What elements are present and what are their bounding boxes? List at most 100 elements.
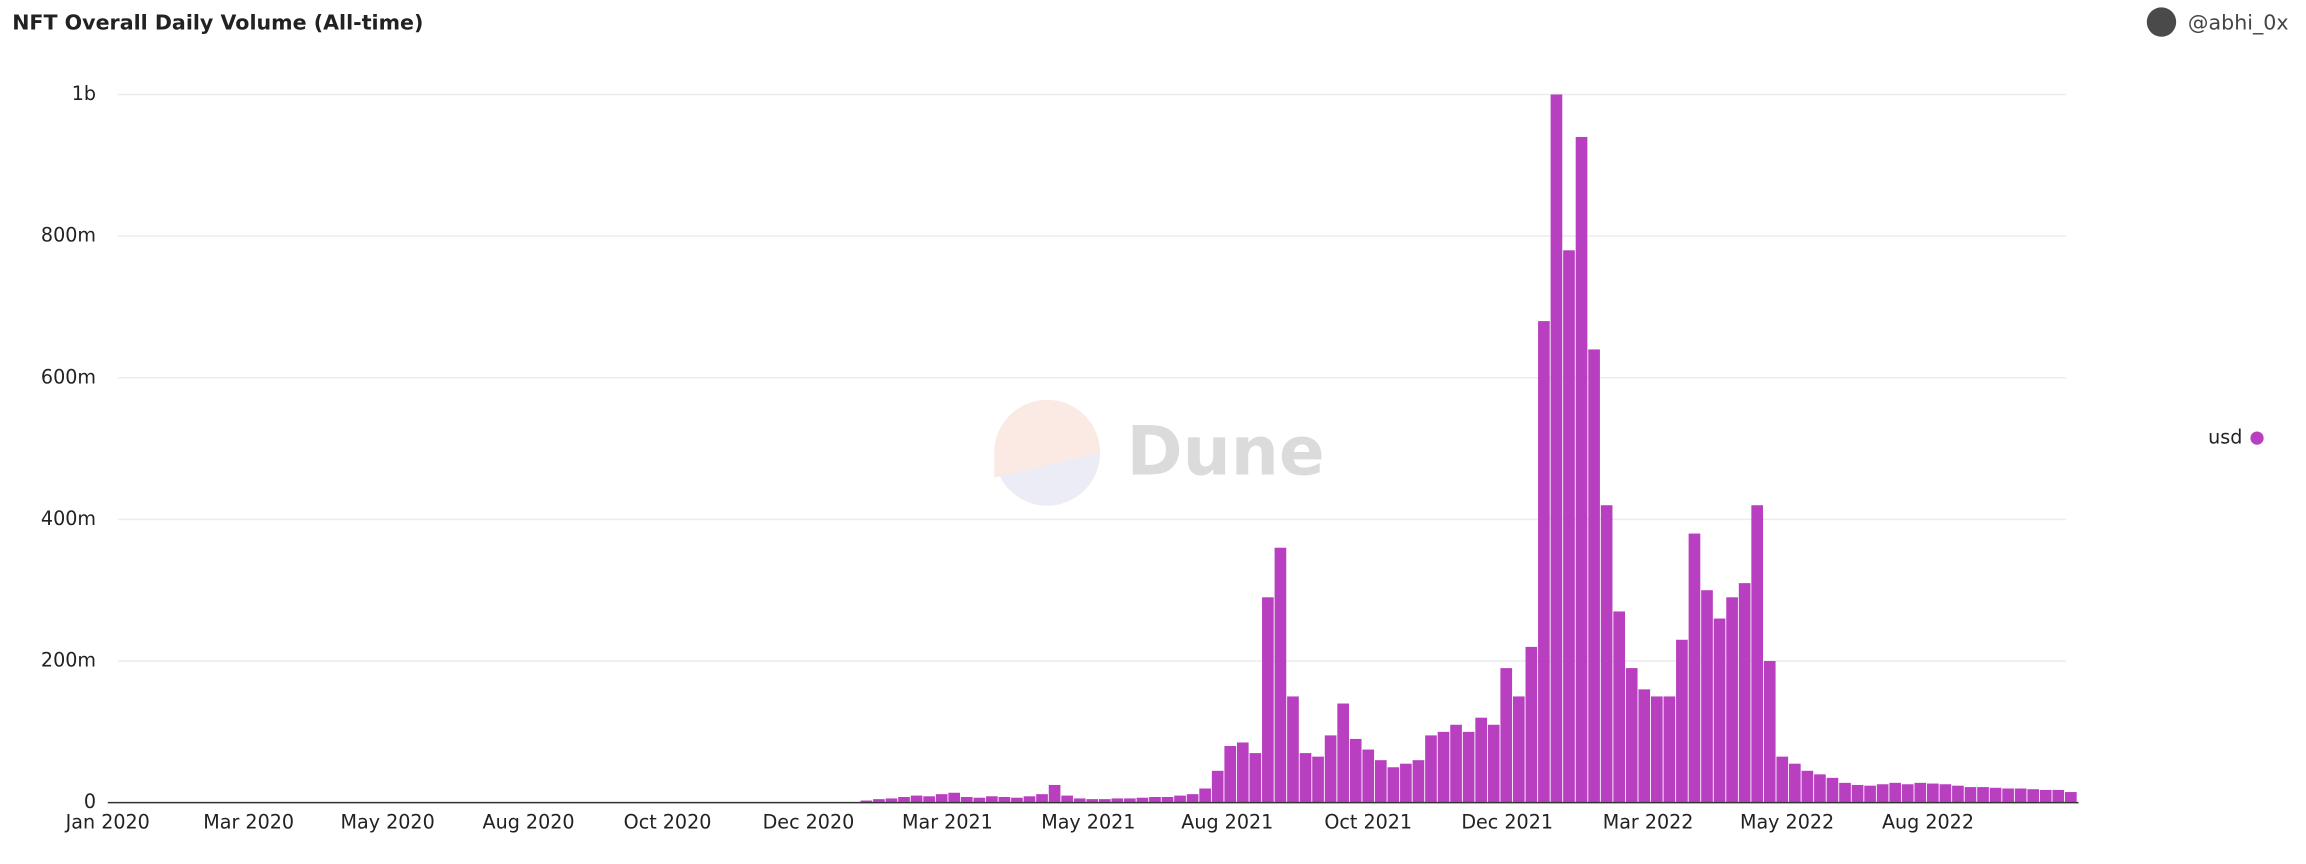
bar (1588, 349, 1600, 803)
avatar (2146, 7, 2177, 37)
bar (873, 799, 885, 803)
bar (1964, 787, 1977, 803)
bar (1287, 696, 1299, 803)
bar (1086, 799, 1099, 803)
bar (1676, 639, 1688, 803)
bar (1726, 597, 1738, 803)
bar (1048, 784, 1061, 803)
bar (1613, 611, 1626, 803)
bar (1575, 136, 1588, 803)
x-tick-label: May 2022 (1740, 811, 1834, 834)
bar (2014, 788, 2027, 803)
x-tick-label: Oct 2021 (1324, 811, 1412, 834)
x-tick-label: Jan 2020 (65, 811, 150, 834)
bar (1939, 784, 1952, 803)
bar (1111, 798, 1124, 803)
bar (1563, 250, 1575, 803)
bar (1400, 763, 1412, 803)
bar (986, 796, 998, 803)
bar (1324, 735, 1337, 803)
bar (1236, 742, 1249, 803)
x-tick-label: Mar 2021 (902, 811, 993, 834)
bar (1989, 787, 2002, 803)
bar (1977, 787, 1989, 803)
bar (998, 797, 1011, 803)
bar (1136, 797, 1149, 803)
bar (1851, 784, 1864, 803)
bar (1462, 731, 1475, 803)
bar (2027, 789, 2040, 803)
bar (1036, 794, 1048, 803)
bar (1525, 646, 1538, 803)
x-tick-label: Dec 2021 (1461, 811, 1553, 834)
bar (1374, 760, 1387, 803)
watermark-text: Dune (1127, 411, 1325, 490)
bar (910, 795, 923, 803)
y-tick-label: 1b (72, 82, 96, 105)
bar (1738, 583, 1751, 803)
bar (1638, 689, 1651, 803)
bar (2065, 792, 2077, 803)
author: @abhi_0x (2188, 11, 2289, 36)
bar (1512, 696, 1525, 803)
bar (960, 797, 973, 803)
x-tick-label: Mar 2022 (1603, 811, 1694, 834)
bar (1889, 782, 1902, 803)
bar (1625, 668, 1638, 803)
x-tick-label: Aug 2020 (483, 811, 575, 834)
bar (1914, 782, 1927, 803)
bar (1362, 749, 1375, 803)
bar (1839, 782, 1851, 803)
bar (1713, 618, 1726, 803)
bar (1211, 770, 1224, 803)
legend-marker (2250, 431, 2264, 445)
bar (1124, 798, 1136, 803)
bar (1538, 321, 1550, 803)
bar (1500, 668, 1513, 803)
x-tick-label: Aug 2022 (1882, 811, 1974, 834)
bar (1224, 746, 1237, 803)
bar (1600, 505, 1613, 803)
x-tick-label: Dec 2020 (763, 811, 855, 834)
bar (1249, 753, 1262, 803)
legend-label: usd (2208, 426, 2242, 449)
bar (1412, 760, 1425, 803)
bar (1952, 785, 1964, 803)
bar (1701, 590, 1713, 803)
bar (1073, 798, 1086, 803)
bar (1801, 770, 1814, 803)
x-tick-label: Mar 2020 (203, 811, 294, 834)
bar (1199, 788, 1211, 803)
bar (1814, 774, 1826, 803)
bar (1098, 799, 1111, 803)
bar (1437, 731, 1450, 803)
bar (1864, 785, 1876, 803)
x-tick-label: May 2020 (341, 811, 435, 834)
bar (1312, 756, 1324, 803)
bar (948, 792, 961, 803)
bar (1550, 94, 1563, 803)
bar (2052, 789, 2065, 803)
bar (1174, 795, 1186, 803)
bar (2002, 788, 2014, 803)
bar (923, 796, 935, 803)
bar (1349, 738, 1362, 803)
bar (1763, 661, 1776, 803)
bar (1149, 797, 1161, 803)
bar (860, 800, 873, 803)
bar (1487, 724, 1500, 803)
bar (1023, 796, 1036, 803)
bar (1299, 753, 1312, 803)
bar (1061, 795, 1073, 803)
bar (935, 794, 948, 803)
bar (1776, 756, 1789, 803)
bar (1751, 505, 1764, 803)
bar (1425, 735, 1437, 803)
bar (1387, 767, 1400, 803)
bar (2039, 789, 2052, 803)
bar (1901, 784, 1914, 803)
bar (1161, 797, 1174, 803)
bar (1650, 696, 1663, 803)
chart-title: NFT Overall Daily Volume (All-time) (12, 11, 423, 35)
